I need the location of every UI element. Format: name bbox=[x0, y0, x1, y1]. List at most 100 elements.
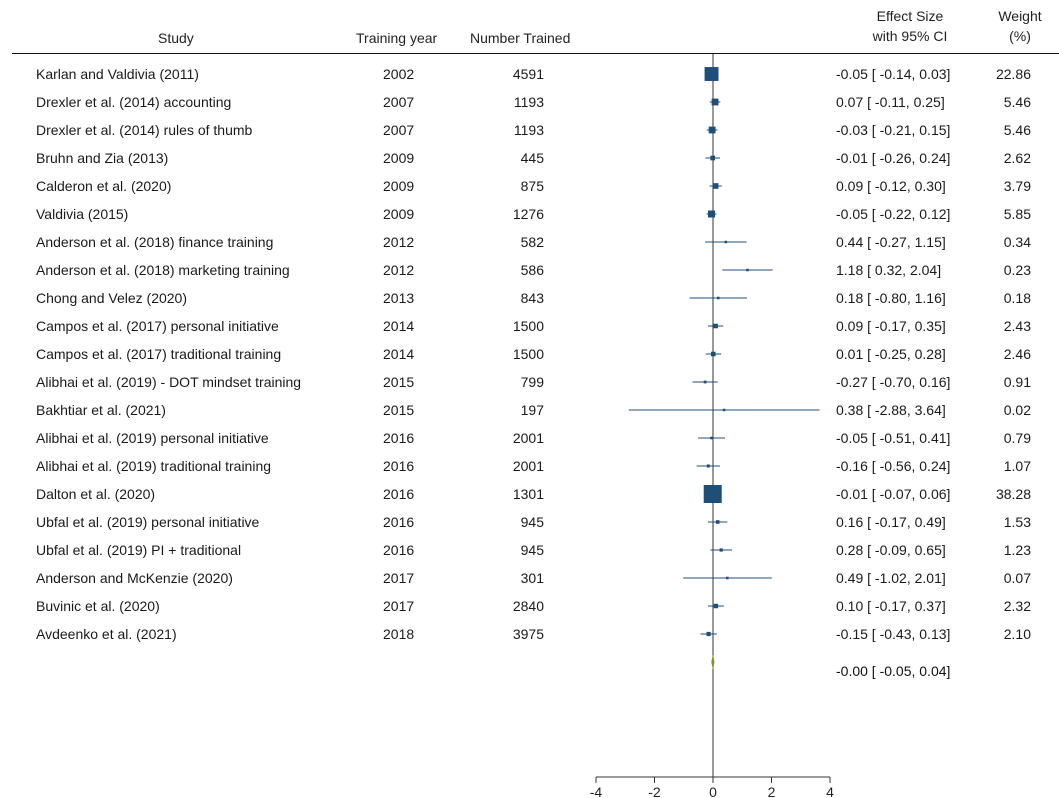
training-year: 2012 bbox=[383, 262, 415, 278]
study-name: Alibhai et al. (2019) - DOT mindset trai… bbox=[36, 374, 302, 390]
study-name: Alibhai et al. (2019) traditional traini… bbox=[36, 458, 272, 474]
training-year: 2016 bbox=[383, 486, 415, 502]
number-trained: 945 bbox=[520, 542, 544, 558]
effect-size-ci: 0.44 [ -0.27, 1.15] bbox=[836, 234, 946, 250]
table-row: Alibhai et al. (2019) personal initiativ… bbox=[0, 424, 1059, 452]
header-effect-size-line1: Effect Size bbox=[876, 8, 944, 24]
weight-percent: 0.79 bbox=[1003, 430, 1031, 446]
effect-size-ci: -0.05 [ -0.14, 0.03] bbox=[836, 66, 951, 82]
training-year: 2009 bbox=[383, 150, 415, 166]
weight-percent: 0.34 bbox=[1003, 234, 1031, 250]
effect-size-ci: 0.16 [ -0.17, 0.49] bbox=[836, 514, 946, 530]
effect-marker bbox=[713, 603, 719, 609]
study-name: Dalton et al. (2020) bbox=[36, 486, 156, 502]
effect-marker bbox=[712, 183, 719, 189]
x-tick-label: -2 bbox=[648, 784, 661, 798]
study-name: Avdeenko et al. (2021) bbox=[36, 626, 177, 642]
training-year: 2012 bbox=[383, 234, 415, 250]
weight-percent: 3.79 bbox=[1003, 178, 1031, 194]
effect-marker bbox=[746, 268, 749, 272]
training-year: 2009 bbox=[383, 178, 415, 194]
training-year: 2017 bbox=[383, 570, 415, 586]
weight-percent: 0.07 bbox=[1003, 570, 1031, 586]
weight-percent: 22.86 bbox=[995, 66, 1031, 82]
number-trained: 1276 bbox=[512, 206, 544, 222]
number-trained: 1193 bbox=[513, 94, 544, 110]
effect-marker bbox=[715, 520, 720, 524]
table-row: Calderon et al. (2020) 2009 875 0.09 [ -0.1… bbox=[0, 172, 1059, 200]
table-row: Anderson et al. (2018) finance training 2… bbox=[0, 228, 1059, 256]
header-training-year: Training year bbox=[356, 30, 438, 46]
overall-diamond bbox=[711, 654, 715, 670]
effect-size-ci: 0.01 [ -0.25, 0.28] bbox=[836, 346, 946, 362]
effect-marker bbox=[719, 548, 723, 552]
table-row: Ubfal et al. (2019) PI + traditional 2016… bbox=[0, 536, 1059, 564]
table-row: Ubfal et al. (2019) personal initiative 2… bbox=[0, 508, 1059, 536]
training-year: 2016 bbox=[383, 542, 415, 558]
weight-percent: 2.46 bbox=[1003, 346, 1031, 362]
training-year: 2013 bbox=[383, 290, 415, 306]
study-name: Campos et al. (2017) traditional trainin… bbox=[36, 346, 282, 362]
header-weight: Weight (%) bbox=[980, 8, 1059, 44]
number-trained: 1500 bbox=[512, 318, 544, 334]
weight-percent: 5.85 bbox=[1003, 206, 1031, 222]
table-row: Chong and Velez (2020) 2013 843 0.18 [ -0.8… bbox=[0, 284, 1059, 312]
effect-marker bbox=[703, 380, 707, 384]
number-trained: 3975 bbox=[512, 626, 544, 642]
training-year: 2014 bbox=[383, 318, 415, 334]
training-year: 2017 bbox=[383, 598, 415, 614]
effect-size-ci: -0.15 [ -0.43, 0.13] bbox=[836, 626, 951, 642]
study-name: Ubfal et al. (2019) personal initiative bbox=[36, 514, 260, 530]
number-trained: 2001 bbox=[512, 430, 544, 446]
study-name: Ubfal et al. (2019) PI + traditional bbox=[36, 542, 242, 558]
table-row: Campos et al. (2017) traditional trainin… bbox=[0, 340, 1059, 368]
training-year: 2016 bbox=[383, 458, 415, 474]
table-row: Alibhai et al. (2019) - DOT mindset trai… bbox=[0, 368, 1059, 396]
effect-marker bbox=[724, 240, 728, 244]
weight-percent: 5.46 bbox=[1003, 94, 1031, 110]
table-row: Bakhtiar et al. (2021) 2015 197 0.38 [ -2.8… bbox=[0, 396, 1059, 424]
effect-marker bbox=[713, 323, 718, 329]
number-trained: 586 bbox=[520, 262, 544, 278]
header-rule bbox=[12, 53, 1059, 54]
number-trained: 1500 bbox=[512, 346, 544, 362]
number-trained: 799 bbox=[520, 374, 544, 390]
effect-size-ci: 0.09 [ -0.12, 0.30] bbox=[836, 178, 946, 194]
effect-marker bbox=[706, 464, 710, 468]
effect-marker bbox=[710, 155, 716, 161]
header-number-trained: Number Trained bbox=[470, 30, 571, 46]
effect-marker bbox=[708, 126, 716, 134]
effect-size-ci: 0.07 [ -0.11, 0.25] bbox=[836, 94, 945, 110]
number-trained: 4591 bbox=[512, 66, 544, 82]
effect-size-ci: 1.18 [ 0.32, 2.04] bbox=[836, 262, 942, 278]
header-weight-line2: (%) bbox=[1009, 28, 1031, 44]
weight-percent: 2.43 bbox=[1003, 318, 1031, 334]
effect-size-ci: 0.49 [ -1.02, 2.01] bbox=[836, 570, 946, 586]
header-effect-size: Effect Size with 95% CI bbox=[850, 8, 970, 44]
training-year: 2002 bbox=[383, 66, 415, 82]
effect-marker bbox=[703, 485, 722, 503]
effect-size-ci: 0.38 [ -2.88, 3.64] bbox=[836, 402, 946, 418]
table-row: Valdivia (2015) 2009 1276 -0.05 [ -0.22, 0.… bbox=[0, 200, 1059, 228]
weight-percent: 38.28 bbox=[995, 486, 1031, 502]
table-row: Alibhai et al. (2019) traditional traini… bbox=[0, 452, 1059, 480]
table-row: Campos et al. (2017) personal initiative… bbox=[0, 312, 1059, 340]
overall-effect-text: -0.00 [ -0.05, 0.04] bbox=[836, 663, 951, 679]
weight-percent: 2.32 bbox=[1003, 598, 1031, 614]
weight-percent: 1.23 bbox=[1003, 542, 1031, 558]
number-trained: 582 bbox=[520, 234, 544, 250]
study-name: Drexler et al. (2014) accounting bbox=[36, 94, 232, 110]
table-row: Karlan and Valdivia (2011) 2002 4591 -0.05 … bbox=[0, 60, 1059, 88]
effect-marker bbox=[704, 67, 719, 81]
weight-percent: 5.46 bbox=[1003, 122, 1031, 138]
study-name: Bruhn and Zia (2013) bbox=[36, 150, 169, 166]
study-name: Anderson et al. (2018) finance training bbox=[36, 234, 274, 250]
effect-marker bbox=[726, 576, 729, 580]
table-row: Anderson et al. (2018) marketing trainin… bbox=[0, 256, 1059, 284]
table-row: Buvinic et al. (2020) 2017 2840 0.10 [ -0.1… bbox=[0, 592, 1059, 620]
weight-percent: 2.62 bbox=[1003, 150, 1031, 166]
study-name: Valdivia (2015) bbox=[36, 206, 129, 222]
effect-marker bbox=[711, 351, 716, 357]
effect-marker bbox=[710, 436, 713, 440]
